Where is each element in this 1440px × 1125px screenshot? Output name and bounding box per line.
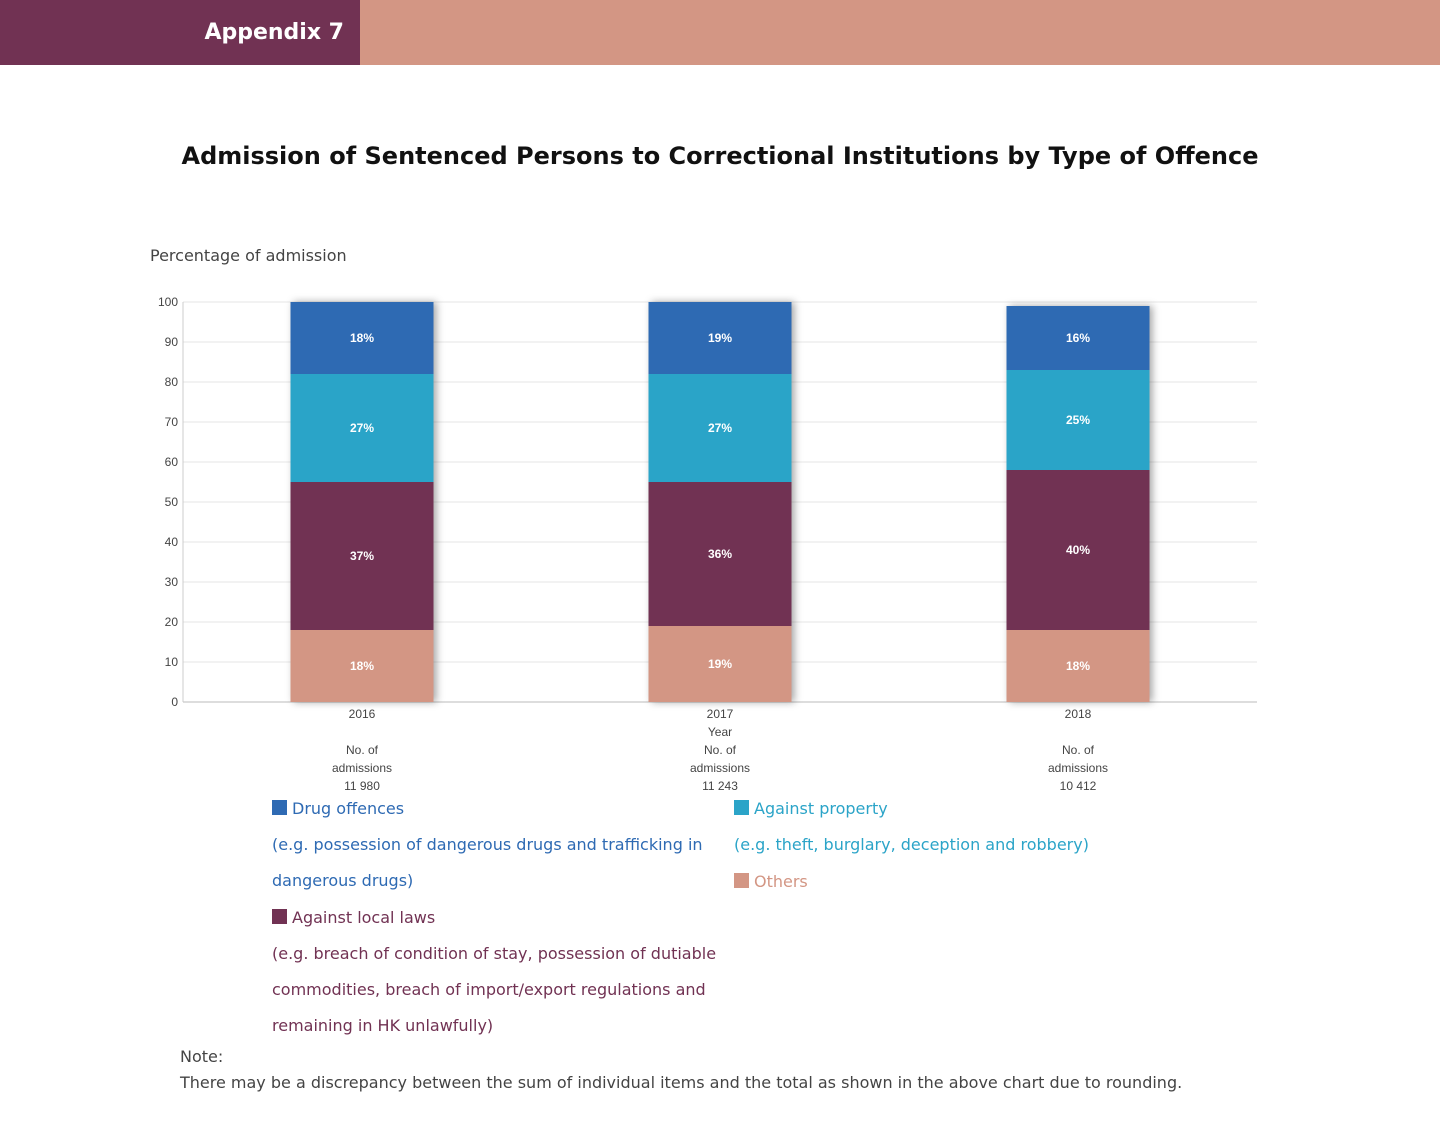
legend-local: Against local laws (e.g. breach of condi… xyxy=(272,900,716,1044)
legend-drug-desc-2: dangerous drugs) xyxy=(272,871,414,890)
bar-stack-2018 xyxy=(1006,306,1150,702)
legend-local-desc-1: (e.g. breach of condition of stay, posse… xyxy=(272,944,717,963)
bar-segment xyxy=(648,302,792,374)
y-tick-label: 30 xyxy=(165,575,179,589)
y-tick-label: 50 xyxy=(165,495,179,509)
x-axis-title: Year xyxy=(708,725,732,739)
data-label: 19% xyxy=(708,331,732,345)
y-tick-label: 90 xyxy=(165,335,179,349)
legend-property-label: Against property xyxy=(754,799,888,818)
admissions-note: admissions xyxy=(332,761,392,775)
bar-segment xyxy=(1006,370,1150,470)
y-tick-label: 70 xyxy=(165,415,179,429)
admissions-note: No. of xyxy=(704,743,737,757)
note: Note: There may be a discrepancy between… xyxy=(180,1044,1182,1096)
y-tick-label: 20 xyxy=(165,615,179,629)
legend-drug-desc-1: (e.g. possession of dangerous drugs and … xyxy=(272,835,703,854)
bar-segment xyxy=(1006,630,1150,702)
note-text: There may be a discrepancy between the s… xyxy=(180,1073,1183,1092)
legend-others: Others xyxy=(734,864,808,900)
admissions-note: No. of xyxy=(1062,743,1095,757)
y-axis-title: Percentage of admission xyxy=(150,246,347,265)
drug-swatch xyxy=(272,800,287,815)
legend-property-desc-1: (e.g. theft, burglary, deception and rob… xyxy=(734,835,1089,854)
admissions-note: No. of xyxy=(346,743,379,757)
appendix-tab: Appendix 7 xyxy=(0,0,360,65)
y-tick-label: 80 xyxy=(165,375,179,389)
data-label: 40% xyxy=(1066,543,1090,557)
data-label: 36% xyxy=(708,547,732,561)
bar-stack-2017 xyxy=(648,302,792,702)
x-tick-label: 2017 xyxy=(707,707,734,721)
legend-drug: Drug offences (e.g. possession of danger… xyxy=(272,791,703,899)
data-label: 27% xyxy=(708,421,732,435)
x-tick-label: 2016 xyxy=(349,707,376,721)
bar-segment xyxy=(648,626,792,702)
appendix-label: Appendix 7 xyxy=(204,20,344,45)
page-title: Admission of Sentenced Persons to Correc… xyxy=(181,142,1259,170)
legend-local-label: Against local laws xyxy=(292,908,436,927)
legend-property: Against property (e.g. theft, burglary, … xyxy=(734,791,1089,863)
y-tick-label: 100 xyxy=(158,295,178,309)
admissions-note: admissions xyxy=(1048,761,1108,775)
legend-others-label: Others xyxy=(754,872,808,891)
admissions-note: 10 412 xyxy=(1060,779,1097,793)
bar-segment xyxy=(290,630,434,702)
data-label: 25% xyxy=(1066,413,1090,427)
legend-local-desc-2: commodities, breach of import/export reg… xyxy=(272,980,706,999)
others-swatch xyxy=(734,873,749,888)
stacked-bar-chart: 0 10 20 30 40 50 60 70 80 90 100 18% 37% 27% 18% 2016 No… xyxy=(158,295,1257,793)
bar-segment xyxy=(1006,306,1150,370)
data-label: 27% xyxy=(350,421,374,435)
data-label: 37% xyxy=(350,549,374,563)
data-label: 19% xyxy=(708,657,732,671)
x-tick-label: 2018 xyxy=(1065,707,1092,721)
bar-segment xyxy=(290,374,434,482)
y-tick-label: 0 xyxy=(171,695,178,709)
y-tick-label: 40 xyxy=(165,535,179,549)
data-label: 18% xyxy=(350,331,374,345)
property-swatch xyxy=(734,800,749,815)
bar-segment xyxy=(1006,470,1150,630)
y-tick-label: 10 xyxy=(165,655,179,669)
admissions-note: 11 243 xyxy=(702,779,738,793)
admissions-note: 11 980 xyxy=(344,779,380,793)
local-swatch xyxy=(272,909,287,924)
bar-stack-2016 xyxy=(290,302,434,702)
legend-local-desc-3: remaining in HK unlawfully) xyxy=(272,1016,494,1035)
bar-segment xyxy=(290,482,434,630)
data-label: 18% xyxy=(1066,659,1090,673)
data-label: 18% xyxy=(350,659,374,673)
note-heading: Note: xyxy=(180,1047,224,1066)
bar-segment xyxy=(648,482,792,626)
admissions-note: admissions xyxy=(690,761,750,775)
y-tick-label: 60 xyxy=(165,455,179,469)
bar-segment xyxy=(648,374,792,482)
bar-segment xyxy=(290,302,434,374)
data-label: 16% xyxy=(1066,331,1090,345)
legend-drug-label: Drug offences xyxy=(292,799,405,818)
